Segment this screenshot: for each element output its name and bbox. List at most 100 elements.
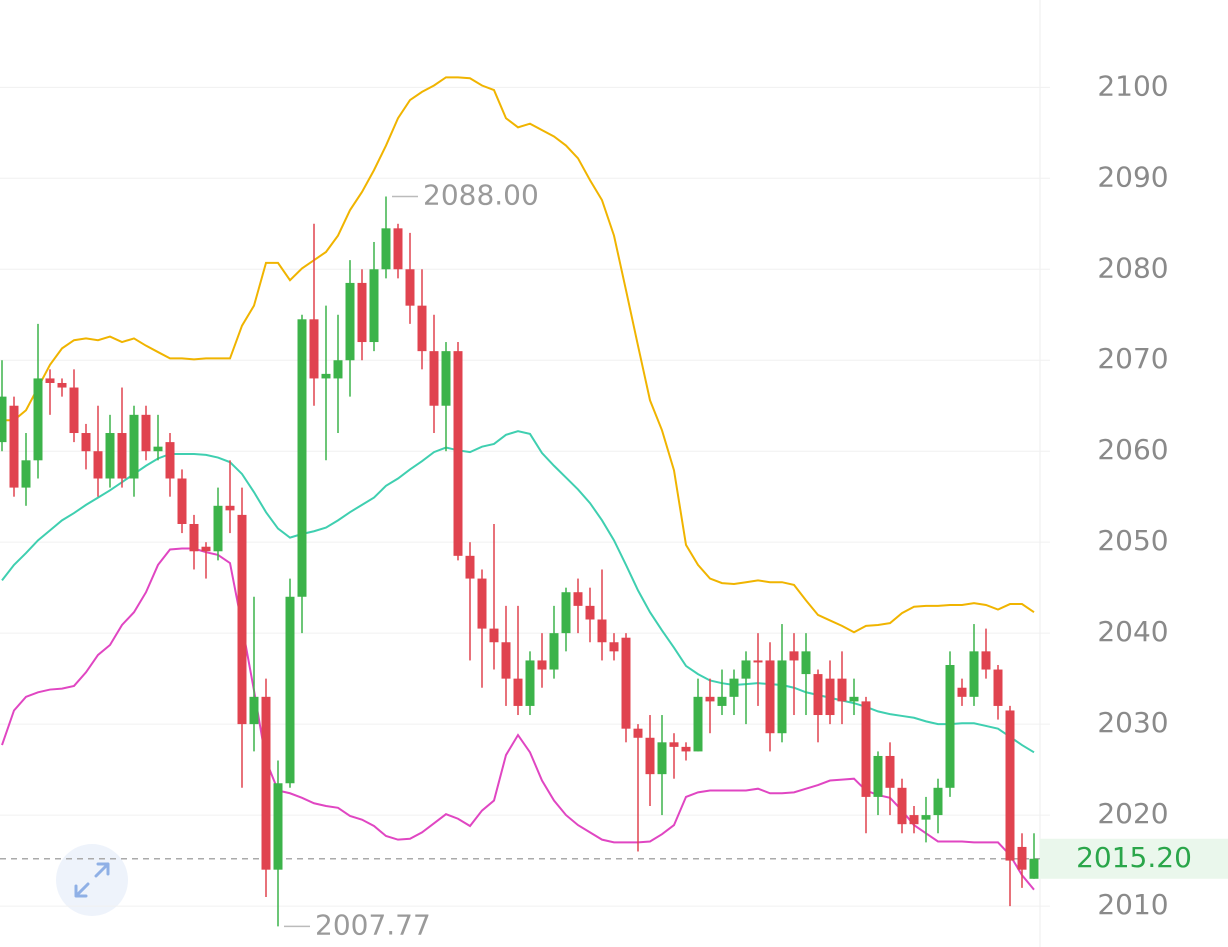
candle-body [681,746,691,752]
candle-body [285,596,295,784]
candle-body [825,678,835,716]
candle-body [0,396,7,443]
last-price-label: 2015.20 [1076,841,1192,874]
candle-body [453,351,463,556]
candle-body [921,815,931,820]
y-tick-label: 2050 [1097,524,1168,557]
candle-body [429,351,439,406]
candle-body [105,433,115,479]
candle-body [1005,710,1015,861]
candle-body [957,687,967,697]
annotation-label: 2088.00 [423,178,539,211]
candle-body [885,755,895,788]
candle-body [573,592,583,606]
candle-body [477,578,487,629]
candle-body [273,783,283,870]
candle-body [981,651,991,670]
candle-body [309,319,319,379]
candle-body [945,664,955,788]
y-tick-label: 2030 [1097,706,1168,739]
candle-body [801,651,811,675]
candle-body [129,414,139,479]
candle-body [633,728,643,738]
candle-body [813,674,823,716]
y-tick-label: 2020 [1097,797,1168,830]
candle-body [345,282,355,361]
candle-body [261,696,271,870]
candle-body [45,378,55,383]
y-tick-label: 2080 [1097,251,1168,284]
candle-body [141,414,151,452]
candle-body [537,660,547,670]
candle-body [525,660,535,706]
y-tick-label: 2070 [1097,342,1168,375]
candle-body [765,660,775,734]
last-price-bg [1040,838,1228,879]
expand-icon[interactable] [74,862,110,898]
candle-body [645,737,655,775]
candle-body [549,633,559,670]
candle-body [789,651,799,661]
y-tick-label: 2090 [1097,160,1168,193]
candle-body [393,228,403,270]
candle-body [1017,846,1027,870]
candle-body [357,282,367,343]
candle-body [1029,858,1039,879]
candle-body [165,442,175,479]
candle-body [993,669,1003,706]
candle-body [417,305,427,352]
candle-body [405,269,415,306]
y-tick-label: 2060 [1097,433,1168,466]
candle-body [621,637,631,729]
candle-body [513,678,523,706]
candle-body [501,642,511,679]
candle-body [909,815,919,825]
expand-button-bg[interactable] [56,844,128,916]
y-tick-label: 2100 [1097,69,1168,102]
candle-body [873,755,883,797]
candle-body [237,514,247,725]
candle-body [837,678,847,702]
candle-body [153,446,163,452]
candle-body [705,696,715,702]
candle-body [861,701,871,797]
candle-body [321,373,331,379]
candle-body [753,660,763,663]
band-line [1,547,1035,891]
candle-body [189,523,199,552]
candle-body [177,478,187,524]
candle-body [225,505,235,511]
y-tick-label: 2010 [1097,888,1168,921]
candle-body [969,651,979,697]
candle-body [561,592,571,634]
candle-body [849,696,859,702]
candle-body [897,787,907,825]
candle-body [741,660,751,679]
candle-body [381,228,391,270]
candle-body [489,628,499,643]
candle-body [657,742,667,775]
candle-body [609,642,619,652]
candle-body [597,619,607,643]
candle-body [93,451,103,479]
candle-body [933,787,943,816]
marks: 2088.00 2007.77 [0,76,1039,941]
candle-body [21,460,31,488]
plot: 2010 2020 2030 2040 2050 2060 2070 2080 2090 2100… [0,69,1228,921]
band-line [2,76,1035,634]
candle-body [333,360,343,379]
candle-body [369,269,379,343]
candle-body [669,742,679,747]
candle-body [717,696,727,706]
candle-body [33,378,43,461]
candle-body [9,405,19,488]
candle-body [441,351,451,406]
candle-body [465,555,475,579]
candle-body [693,696,703,752]
candle-body [69,387,79,434]
annotation-label: 2007.77 [315,908,431,941]
candle-body [81,433,91,452]
expand-button[interactable] [56,844,128,916]
candle-body [117,433,127,479]
